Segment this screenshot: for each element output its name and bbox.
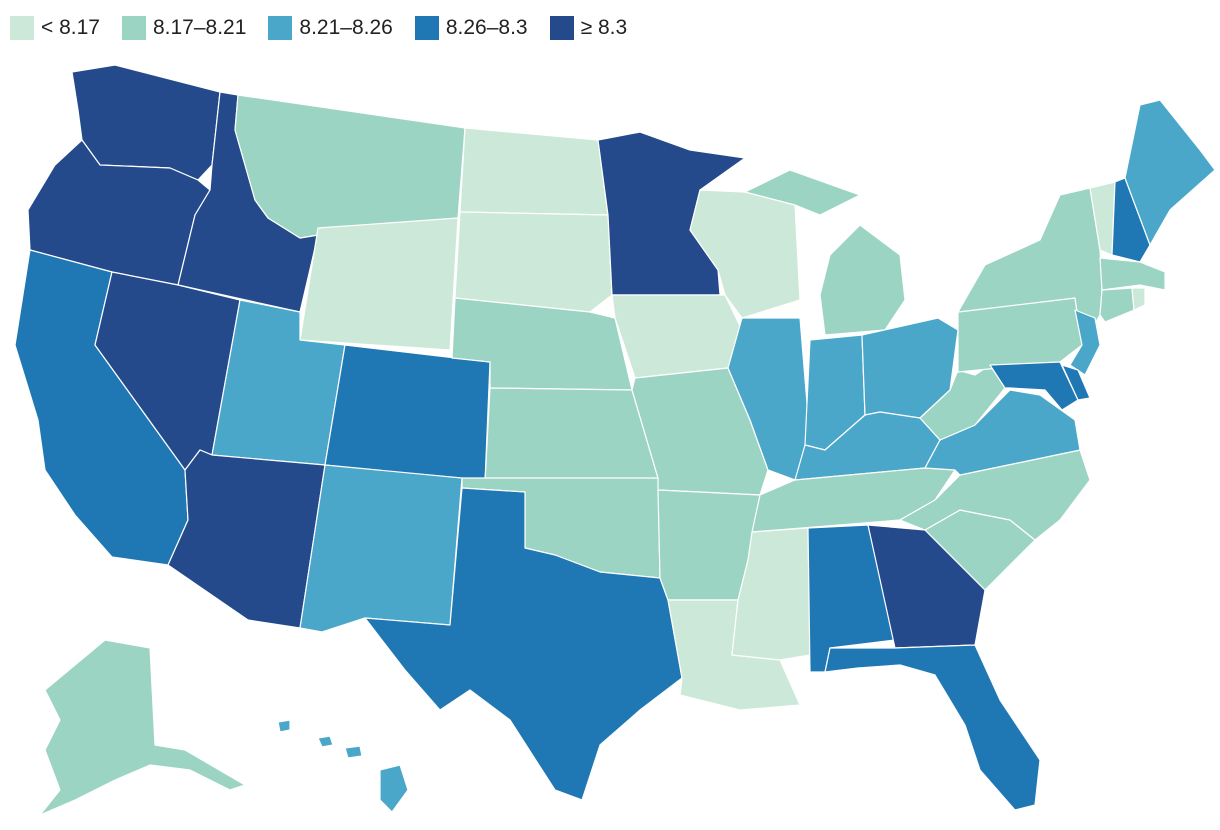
state-michigan[interactable] <box>744 169 906 336</box>
legend-label-2: 8.17–8.21 <box>152 16 247 39</box>
state-montana[interactable] <box>234 94 466 239</box>
state-maine[interactable] <box>1124 99 1216 246</box>
state-florida[interactable] <box>824 644 1041 811</box>
legend-label-5: ≥ 8.3 <box>580 16 628 39</box>
state-connecticut[interactable] <box>1099 287 1135 323</box>
state-west-virginia[interactable] <box>919 364 1006 441</box>
state-colorado[interactable] <box>324 344 491 483</box>
state-alaska[interactable] <box>39 639 246 816</box>
legend-swatch-2 <box>121 16 146 40</box>
legend-item-1: < 8.17 <box>10 16 100 40</box>
legend-swatch-1 <box>10 16 34 40</box>
state-kansas[interactable] <box>484 387 659 483</box>
state-wyoming[interactable] <box>299 217 459 351</box>
state-new-hampshire[interactable] <box>1111 177 1151 263</box>
legend-label-4: 8.26–8.3 <box>445 16 528 39</box>
map-legend: < 8.17 8.17–8.21 8.21–8.26 8.26–8.3 ≥ 8.… <box>10 12 627 44</box>
legend-item-4: 8.26–8.3 <box>414 16 528 40</box>
state-massachusetts[interactable] <box>1099 257 1166 291</box>
legend-swatch-5 <box>549 16 574 40</box>
state-illinois[interactable] <box>727 317 811 481</box>
state-texas[interactable] <box>364 487 683 801</box>
state-rhode-island[interactable] <box>1131 287 1146 311</box>
state-north-dakota[interactable] <box>459 127 609 216</box>
state-new-jersey[interactable] <box>1069 309 1101 376</box>
state-new-mexico[interactable] <box>299 464 463 633</box>
state-hawaii[interactable] <box>277 719 409 813</box>
legend-swatch-4 <box>414 16 439 40</box>
legend-item-5: ≥ 8.3 <box>549 16 628 40</box>
state-delaware[interactable] <box>1061 364 1091 401</box>
state-arizona[interactable] <box>167 449 326 629</box>
legend-item-3: 8.21–8.26 <box>268 16 393 40</box>
legend-item-2: 8.17–8.21 <box>121 16 247 40</box>
state-south-dakota[interactable] <box>454 211 613 313</box>
legend-label-3: 8.21–8.26 <box>299 16 393 39</box>
state-georgia[interactable] <box>867 524 986 649</box>
state-iowa[interactable] <box>611 294 743 379</box>
legend-swatch-3 <box>268 16 293 40</box>
legend-label-1: < 8.17 <box>41 16 100 39</box>
